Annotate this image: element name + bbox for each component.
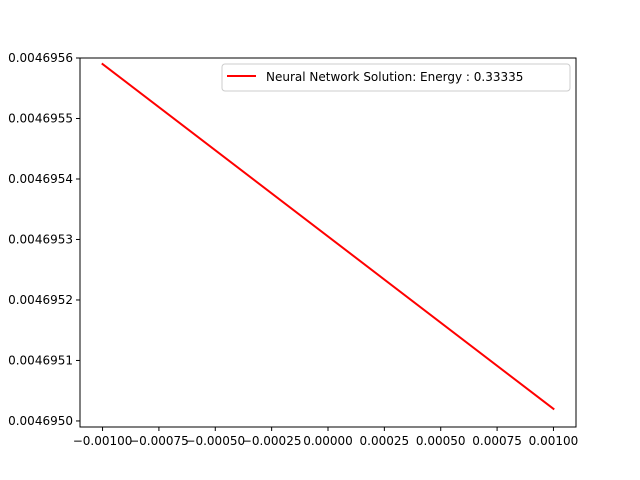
y-tick-label: 0.0046954: [8, 172, 73, 186]
x-tick-label: 0.00025: [360, 434, 410, 448]
x-tick-label: 0.00000: [303, 434, 353, 448]
x-tick-label: −0.00025: [242, 434, 302, 448]
y-tick-label: 0.0046950: [8, 414, 73, 428]
y-tick-label: 0.0046952: [8, 293, 73, 307]
axes-frame: [79, 57, 577, 428]
plot-area: [80, 58, 576, 427]
x-tick-label: −0.00100: [73, 434, 133, 448]
x-tick-label: 0.00100: [529, 434, 579, 448]
x-tick-label: −0.00075: [129, 434, 189, 448]
y-tick-label: 0.0046953: [8, 232, 73, 246]
legend-label: Neural Network Solution: Energy : 0.3333…: [266, 70, 523, 84]
series-line-0: [101, 62, 555, 411]
x-tick-label: 0.00050: [416, 434, 466, 448]
x-tick-label: −0.00050: [185, 434, 245, 448]
y-tick-label: 0.0046955: [8, 111, 73, 125]
y-tick-label: 0.0046956: [8, 51, 73, 65]
x-tick-label: 0.00075: [472, 434, 522, 448]
y-tick-label: 0.0046951: [8, 353, 73, 367]
legend-box: [221, 63, 571, 92]
legend: Neural Network Solution: Energy : 0.3333…: [221, 63, 571, 92]
